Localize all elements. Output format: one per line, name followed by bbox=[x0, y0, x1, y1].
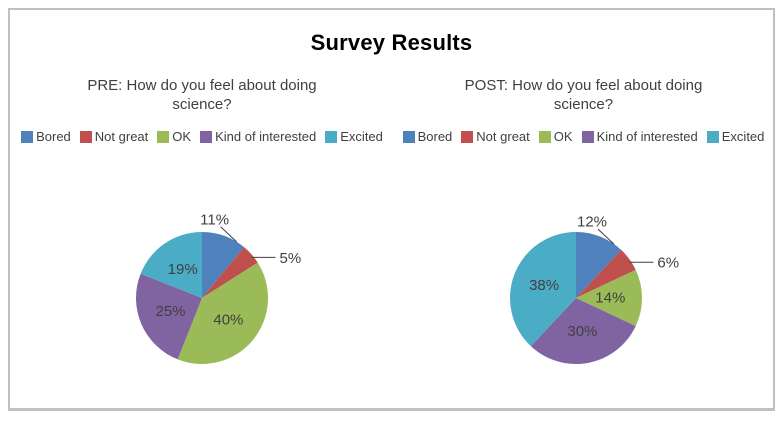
legend-item-kind-of-interested: Kind of interested bbox=[581, 129, 698, 144]
post-chart-legend: Bored Not great OK Kind of interested Excite… bbox=[394, 129, 773, 144]
pie-slice-bored bbox=[202, 232, 245, 298]
legend-swatch-bored bbox=[21, 130, 34, 143]
legend-label-kind-of-interested: Kind of interested bbox=[215, 129, 317, 144]
pre-chart-subtitle: PRE: How do you feel about doing science… bbox=[87, 77, 317, 113]
pie-slice-ok bbox=[576, 269, 643, 327]
legend-label-not-great: Not great bbox=[476, 129, 530, 144]
pre-pie-chart: 11% 5% 40% 25% 19% bbox=[135, 211, 302, 365]
legend-swatch-kind-of-interested bbox=[200, 130, 213, 143]
chart-title: Survey Results bbox=[310, 30, 473, 55]
legend-swatch-ok bbox=[538, 130, 551, 143]
legend-swatch-not-great bbox=[461, 130, 474, 143]
slice-label-not-great: 6% bbox=[657, 255, 679, 272]
legend-swatch-excited bbox=[325, 130, 338, 143]
legend-item-bored: Bored bbox=[402, 129, 453, 144]
legend-item-excited: Excited bbox=[325, 129, 383, 144]
pie-slice-kind-of-interested bbox=[530, 298, 636, 364]
legend-item-not-great: Not great bbox=[79, 129, 149, 144]
post-chart-subtitle: POST: How do you feel about doing scienc… bbox=[464, 77, 703, 113]
pie-slice-not-great bbox=[202, 247, 258, 298]
slice-label-ok: 40% bbox=[213, 311, 243, 328]
legend-label-excited: Excited bbox=[721, 129, 765, 144]
pie-slice-excited bbox=[510, 232, 576, 347]
chart-frame: Survey Results PRE: How do you feel abou… bbox=[8, 8, 775, 411]
legend-label-kind-of-interested: Kind of interested bbox=[596, 129, 698, 144]
legend-swatch-kind-of-interested bbox=[581, 130, 594, 143]
legend-label-bored: Bored bbox=[36, 129, 71, 144]
post-chart-panel: POST: How do you feel about doing scienc… bbox=[394, 10, 773, 408]
post-pie-chart: 12% 6% 14% 30% 38% bbox=[510, 214, 679, 364]
legend-swatch-ok bbox=[157, 130, 170, 143]
legend-item-bored: Bored bbox=[21, 129, 71, 144]
legend-label-ok: OK bbox=[172, 129, 192, 144]
pie-slice-bored bbox=[576, 232, 622, 298]
pie-slice-not-great bbox=[576, 249, 636, 298]
legend-label-not-great: Not great bbox=[94, 129, 149, 144]
pie-slice-ok bbox=[177, 262, 269, 365]
legend-swatch-excited bbox=[706, 130, 719, 143]
slice-label-excited: 19% bbox=[168, 261, 198, 278]
slice-label-ok: 14% bbox=[595, 290, 625, 307]
legend-item-ok: OK bbox=[157, 129, 191, 144]
legend-label-ok: OK bbox=[553, 129, 573, 144]
legend-item-not-great: Not great bbox=[461, 129, 530, 144]
legend-swatch-not-great bbox=[79, 130, 92, 143]
legend-label-bored: Bored bbox=[417, 129, 453, 144]
pre-chart-panel: PRE: How do you feel about doing science… bbox=[10, 10, 394, 408]
pie-slice-excited bbox=[140, 232, 202, 298]
legend-item-ok: OK bbox=[538, 129, 573, 144]
slice-label-bored: 11% bbox=[200, 211, 229, 228]
legend-swatch-bored bbox=[402, 130, 415, 143]
slice-label-kind-of-interested: 30% bbox=[567, 323, 597, 340]
legend-item-excited: Excited bbox=[706, 129, 765, 144]
leader-line-bored bbox=[220, 226, 237, 243]
legend-label-excited: Excited bbox=[340, 129, 383, 144]
slice-label-bored: 12% bbox=[577, 214, 607, 231]
leader-line-bored bbox=[597, 228, 615, 245]
pre-chart-legend: Bored Not great OK Kind of interested Excite… bbox=[10, 129, 394, 144]
slice-label-not-great: 5% bbox=[280, 250, 302, 267]
pie-slice-kind-of-interested bbox=[135, 273, 202, 360]
legend-item-kind-of-interested: Kind of interested bbox=[200, 129, 316, 144]
slice-label-kind-of-interested: 25% bbox=[155, 303, 185, 320]
slice-label-excited: 38% bbox=[529, 277, 559, 294]
